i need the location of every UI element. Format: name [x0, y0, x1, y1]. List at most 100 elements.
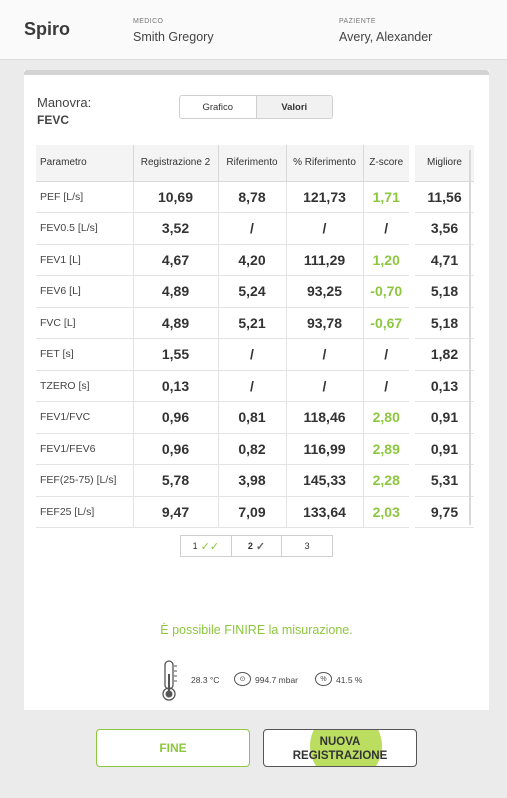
percent-reference-value: 145,33: [286, 464, 364, 497]
view-toggle: Grafico Valori: [179, 95, 333, 119]
param-cell: FEF25 [L/s]: [36, 496, 134, 528]
z-score-value: 1,71: [363, 181, 409, 213]
best-value: 4,71: [415, 244, 474, 276]
valori-tab[interactable]: Valori: [255, 96, 332, 118]
table-row: PEF [L/s] 10,69 8,78 121,73 1,71: [36, 181, 409, 213]
z-score-value: 1,20: [363, 244, 409, 276]
registration-value: 9,47: [133, 496, 219, 528]
z-score-value: /: [363, 212, 409, 245]
table-scrollbar[interactable]: [469, 150, 471, 525]
new-registration-button[interactable]: NUOVA REGISTRAZIONE: [263, 729, 417, 767]
panel-top-bar: [24, 70, 489, 75]
best-value: 5,31: [415, 464, 474, 497]
percent-reference-value: 111,29: [286, 244, 364, 276]
fine-button[interactable]: FINE: [96, 729, 250, 767]
table-row: TZERO [s] 0,13// /: [36, 370, 409, 402]
best-value: 11,56: [415, 181, 474, 213]
page-button-3[interactable]: 3: [282, 536, 332, 556]
reference-value: 5,21: [218, 307, 287, 339]
percent-reference-value: 93,25: [286, 275, 364, 308]
best-row: 4,71: [415, 244, 474, 276]
registration-value: 4,67: [133, 244, 219, 276]
table-row: FEF(25-75) [L/s] 5,78 3,98 145,33 2,28: [36, 464, 409, 497]
best-value: 0,91: [415, 433, 474, 465]
column-header-registrazione: Registrazione 2: [133, 145, 219, 182]
table-row: FEV1 [L] 4,67 4,20 111,29 1,20: [36, 244, 409, 276]
z-score-value: 2,80: [363, 401, 409, 434]
registration-value: 0,96: [133, 401, 219, 434]
registration-value: 3,52: [133, 212, 219, 245]
reference-value: 8,78: [218, 181, 287, 213]
page-number: 2: [247, 541, 253, 551]
column-header-percent-riferimento: % Riferimento: [286, 145, 364, 182]
environment-readings: 28.3 °C ⊙ 994.7 mbar % 41.5 %: [24, 660, 489, 702]
best-row: 5,18: [415, 307, 474, 339]
table-row: FEV0.5 [L/s] 3,52// /: [36, 212, 409, 245]
reference-value: /: [218, 212, 287, 245]
results-table: Parametro Registrazione 2 Riferimento % …: [36, 145, 409, 528]
best-value: 5,18: [415, 307, 474, 339]
z-score-value: -0,67: [363, 307, 409, 339]
table-header-row: Parametro Registrazione 2 Riferimento % …: [36, 145, 409, 182]
grafico-tab[interactable]: Grafico: [202, 101, 234, 113]
page-button-1[interactable]: 1 ✓✓: [181, 536, 232, 556]
app-title: Spiro: [24, 19, 71, 39]
table-row: FEV1/FEV6 0,96 0,82 116,99 2,89: [36, 433, 409, 465]
table-row: FVC [L] 4,89 5,21 93,78 -0,67: [36, 307, 409, 339]
param-cell: FEV1/FEV6: [36, 433, 134, 465]
pressure-value: 994.7 mbar: [255, 675, 298, 685]
registration-pager: 1 ✓✓ 2 ✓ 3: [180, 535, 333, 557]
best-value: 5,18: [415, 275, 474, 308]
best-value: 0,91: [415, 401, 474, 434]
reference-value: 3,98: [218, 464, 287, 497]
column-header-z-score: Z-score: [363, 145, 409, 182]
new-registration-label: NUOVA REGISTRAZIONE: [292, 736, 388, 762]
best-row: 5,31: [415, 464, 474, 497]
results-panel: Manovra: FEVC Grafico Valori Parametro R…: [24, 70, 489, 710]
reference-value: 0,81: [218, 401, 287, 434]
param-cell: FVC [L]: [36, 307, 134, 339]
table-row: FET [s] 1,55// /: [36, 338, 409, 371]
maneuver-value: FEVC: [37, 113, 70, 127]
column-header-parametro: Parametro: [36, 145, 134, 182]
column-header-riferimento: Riferimento: [218, 145, 287, 182]
best-values-column: Migliore 11,56 3,56 4,71 5,18 5,18 1,82 0,13 0,…: [415, 145, 474, 528]
touch-indicator: [310, 730, 382, 766]
reference-value: /: [218, 370, 287, 402]
param-cell: FEV6 [L]: [36, 275, 134, 308]
maneuver-label: Manovra:: [37, 95, 92, 110]
param-cell: FEV1 [L]: [36, 244, 134, 276]
param-cell: FEV1/FVC: [36, 401, 134, 434]
percent-reference-value: 133,64: [286, 496, 364, 528]
thermometer-icon: [162, 660, 177, 701]
percent-reference-value: 93,78: [286, 307, 364, 339]
z-score-value: -0,70: [363, 275, 409, 308]
percent-reference-value: 118,46: [286, 401, 364, 434]
reference-value: 5,24: [218, 275, 287, 308]
paziente-label: PAZIENTE: [339, 18, 376, 25]
reference-value: 4,20: [218, 244, 287, 276]
best-value: 1,82: [415, 338, 474, 371]
humidity-icon: %: [315, 672, 332, 686]
check-icon: ✓: [255, 540, 266, 553]
percent-reference-value: /: [286, 370, 364, 402]
param-cell: FET [s]: [36, 338, 134, 371]
page-number: 1: [192, 541, 198, 551]
column-header-migliore: Migliore: [415, 145, 474, 182]
best-row: 0,91: [415, 433, 474, 465]
best-value: 3,56: [415, 212, 474, 245]
z-score-value: /: [363, 338, 409, 371]
registration-value: 4,89: [133, 275, 219, 308]
registration-value: 4,89: [133, 307, 219, 339]
page-button-2[interactable]: 2 ✓: [232, 536, 283, 556]
percent-reference-value: /: [286, 338, 364, 371]
table-row: FEV1/FVC 0,96 0,81 118,46 2,80: [36, 401, 409, 434]
percent-reference-value: 121,73: [286, 181, 364, 213]
best-row: 11,56: [415, 181, 474, 213]
best-row: 5,18: [415, 275, 474, 308]
best-row: 0,91: [415, 401, 474, 434]
app-header: Spiro MEDICO Smith Gregory PAZIENTE Aver…: [0, 0, 507, 60]
pressure-icon: ⊙: [234, 672, 251, 686]
medico-value: Smith Gregory: [133, 30, 214, 44]
best-row: 0,13: [415, 370, 474, 402]
